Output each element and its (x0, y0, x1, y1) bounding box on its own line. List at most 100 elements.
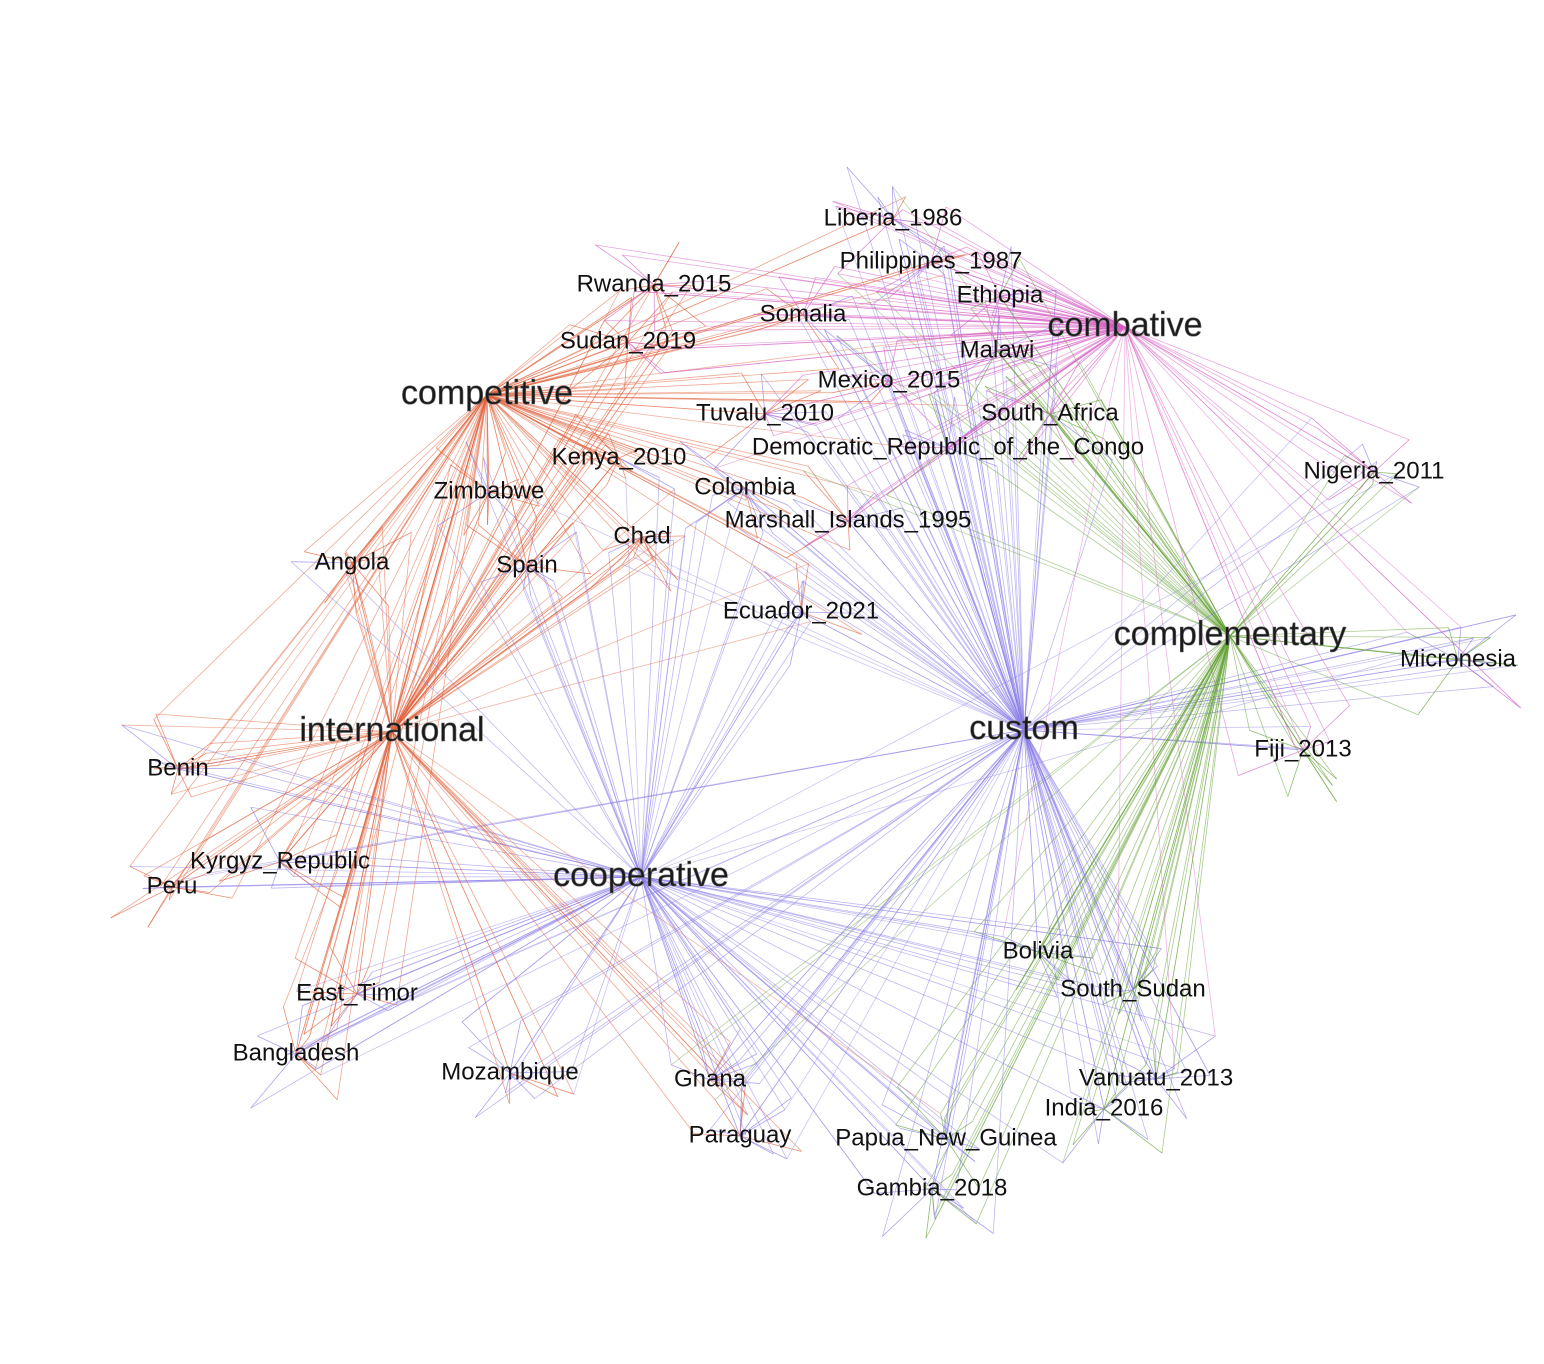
case-label: Ethiopia (957, 281, 1044, 308)
edge (914, 222, 1025, 731)
edge (171, 873, 207, 888)
edge (257, 876, 642, 1037)
edge (486, 394, 809, 467)
edge (944, 274, 1025, 731)
edge (468, 729, 1025, 1048)
edge (640, 637, 1474, 878)
case-label: Kenya_2010 (552, 443, 687, 470)
edge (622, 254, 655, 286)
edge (526, 565, 548, 582)
edge (1005, 376, 1231, 637)
edge (1373, 471, 1398, 475)
edge (383, 876, 642, 996)
edge (296, 876, 642, 992)
edge (1124, 326, 1521, 709)
edge (739, 729, 1025, 1137)
edge (892, 186, 894, 220)
edge (622, 564, 1025, 731)
edge (1049, 413, 1074, 464)
edge (461, 876, 642, 1023)
edge (1372, 471, 1375, 485)
edge (641, 531, 672, 538)
case-label: Ghana (674, 1065, 747, 1092)
edge (1124, 326, 1318, 429)
edge (802, 326, 1126, 376)
edge (696, 487, 746, 523)
edge (1023, 729, 1121, 1083)
edge (991, 295, 1001, 316)
edge (1052, 326, 1126, 402)
edge (1103, 1086, 1128, 1110)
edge (480, 565, 528, 583)
edge (295, 876, 642, 1055)
edge (391, 491, 490, 733)
edge (928, 393, 949, 449)
edge (886, 494, 1231, 637)
edge (640, 611, 802, 878)
edge (640, 540, 675, 878)
edge (236, 767, 642, 878)
edge (1122, 957, 1134, 991)
edge (296, 990, 358, 995)
edge (377, 557, 393, 733)
edge (1037, 951, 1101, 975)
hub-label: international (299, 711, 484, 749)
edge (943, 245, 1025, 731)
edge (1124, 326, 1521, 709)
edge (1302, 749, 1337, 780)
edge (835, 206, 1025, 731)
edge (1023, 729, 1147, 1065)
edge (1229, 455, 1345, 637)
edge (170, 394, 488, 795)
edge (206, 731, 393, 754)
edge (345, 394, 488, 552)
edge (295, 1053, 318, 1069)
edge (1229, 635, 1337, 780)
edge (391, 731, 743, 1104)
edge (640, 876, 672, 1065)
edge (486, 394, 620, 459)
edge (1457, 659, 1494, 687)
edge (1023, 459, 1113, 731)
edge (509, 1072, 515, 1080)
edge (351, 562, 393, 733)
edge (391, 731, 941, 1115)
edge (1097, 1108, 1105, 1144)
edge (640, 876, 792, 1099)
edge (1155, 1072, 1178, 1080)
edge (1155, 1035, 1216, 1080)
edge (1089, 1108, 1105, 1113)
edge (1023, 417, 1312, 731)
edge (204, 394, 488, 842)
edge (488, 491, 523, 497)
edge (633, 536, 643, 558)
edge (1049, 361, 1080, 415)
edge (951, 635, 1231, 1175)
edge (739, 1085, 743, 1137)
edge (892, 218, 941, 255)
edge (309, 731, 393, 1037)
edge (369, 394, 488, 965)
edge (509, 1020, 522, 1074)
case-label: Tuvalu_2010 (696, 399, 834, 426)
edge (1124, 326, 1408, 633)
edge (1023, 461, 1378, 731)
edge (618, 457, 660, 478)
edge (175, 731, 393, 882)
edge (170, 768, 179, 795)
edge (947, 447, 998, 467)
edge (486, 394, 538, 519)
edge (892, 209, 903, 220)
edge (848, 376, 890, 382)
edge (1124, 326, 1360, 491)
edge (640, 876, 950, 1099)
edge (282, 1006, 297, 1055)
edge (709, 1079, 760, 1084)
edge (954, 396, 1025, 731)
edge (1124, 326, 1312, 727)
edge (792, 499, 849, 522)
edge (640, 876, 774, 1155)
edge (618, 457, 675, 490)
edge (1023, 443, 1363, 731)
edge (640, 876, 1118, 1076)
